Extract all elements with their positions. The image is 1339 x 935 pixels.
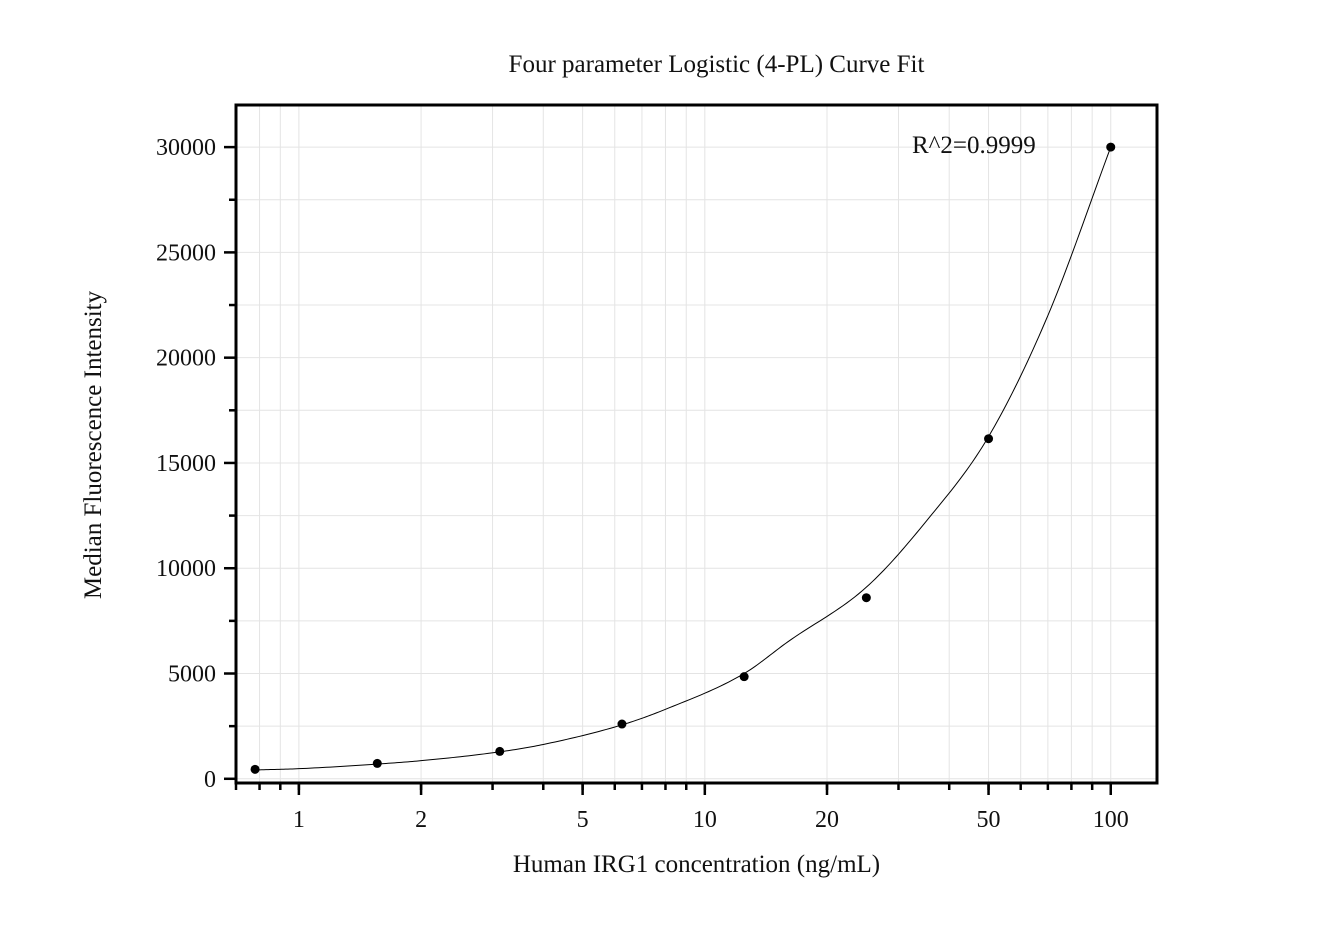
y-tick-label: 0 xyxy=(204,767,216,793)
x-tick-label: 10 xyxy=(693,807,717,833)
x-axis: 1 2 5 10 20 50 100 xyxy=(234,783,1129,833)
y-axis-label: Median Fluorescence Intensity xyxy=(80,290,107,599)
y-tick-label: 20000 xyxy=(156,346,216,372)
chart-title: Four parameter Logistic (4-PL) Curve Fit xyxy=(509,51,925,78)
x-tick-label: 2 xyxy=(415,807,427,833)
data-point xyxy=(861,593,871,603)
plot-frame xyxy=(234,103,1159,785)
y-axis: 0 5000 10000 15000 20000 25000 30000 xyxy=(156,135,236,793)
x-tick-label: 100 xyxy=(1093,807,1129,833)
y-tick-label: 10000 xyxy=(156,556,216,582)
x-tick-label: 20 xyxy=(815,807,839,833)
data-point xyxy=(1106,142,1116,152)
x-axis-label: Human IRG1 concentration (ng/mL) xyxy=(513,851,880,878)
grid xyxy=(235,105,1157,783)
y-tick-label: 15000 xyxy=(156,451,216,477)
data-point xyxy=(739,672,749,682)
r-squared-annotation: R^2=0.9999 xyxy=(912,132,1036,159)
data-points xyxy=(250,142,1116,774)
y-tick-label: 25000 xyxy=(156,240,216,266)
x-tick-label: 5 xyxy=(577,807,589,833)
data-point xyxy=(372,758,382,768)
x-tick-label: 50 xyxy=(977,807,1001,833)
x-tick-label: 1 xyxy=(293,807,305,833)
y-tick-label: 5000 xyxy=(168,662,216,688)
data-point xyxy=(250,764,260,774)
y-tick-label: 30000 xyxy=(156,135,216,161)
data-point xyxy=(495,746,505,756)
data-point xyxy=(617,719,627,729)
fit-curve xyxy=(255,146,1112,771)
data-point xyxy=(984,434,994,444)
